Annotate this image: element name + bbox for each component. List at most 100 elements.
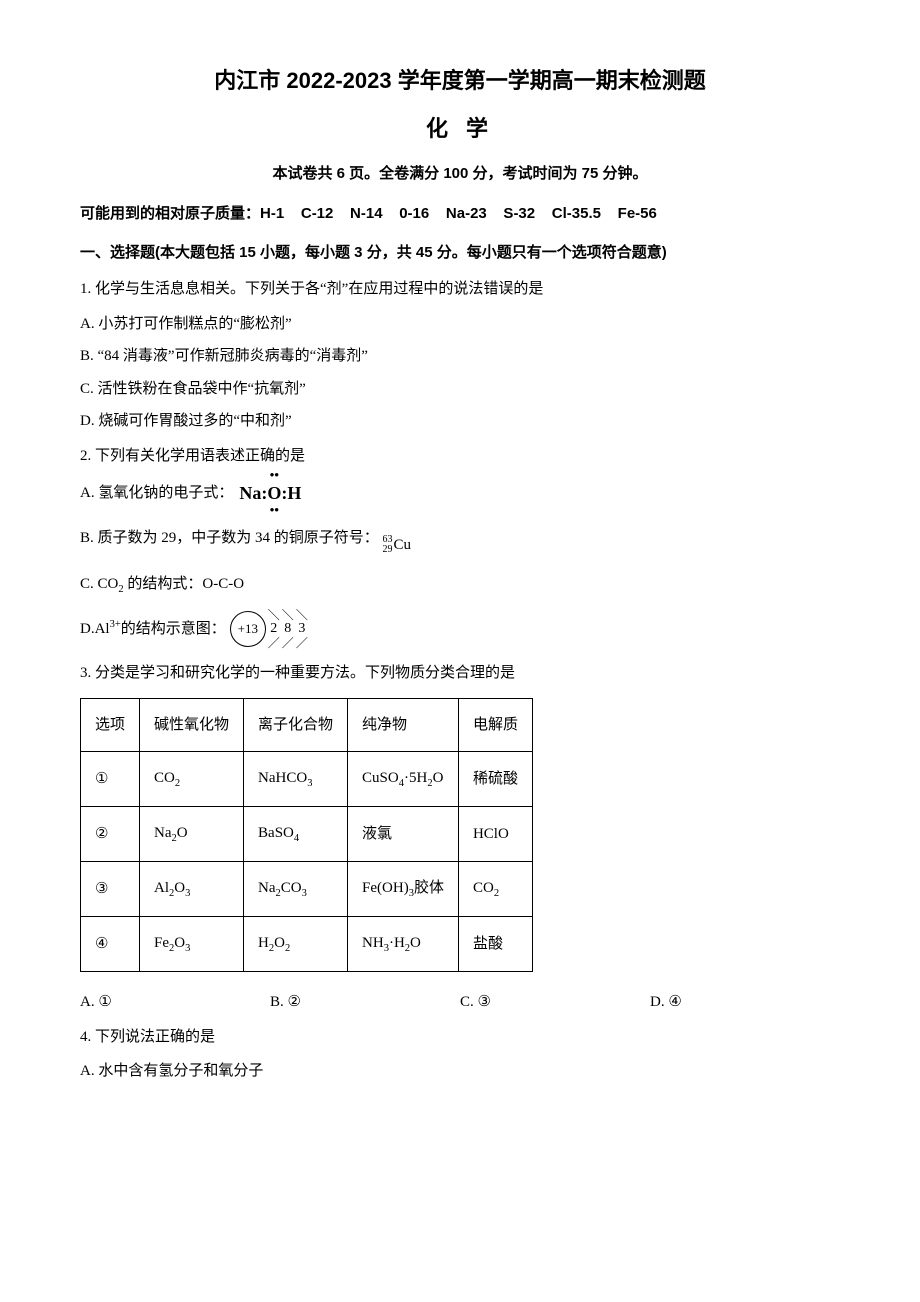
lewis-na: Na	[239, 483, 261, 503]
shell-1-num: 2	[270, 622, 277, 636]
f: O	[177, 825, 188, 841]
q3-choice-a: A. ①	[80, 988, 270, 1017]
q1-opt-d: D. 烧碱可作胃酸过多的“中和剂”	[80, 407, 840, 436]
q4-opt-a: A. 水中含有氢分子和氧分子	[80, 1057, 840, 1086]
atomic-masses: 可能用到的相对原子质量：H-1 C-12 N-14 0-16 Na-23 S-3…	[80, 200, 840, 229]
diagram-shell-1: ＼ 2 ／	[268, 609, 280, 649]
f: CuSO	[362, 770, 399, 786]
opt-circle: ④	[95, 936, 108, 952]
cell: 液氯	[348, 807, 459, 862]
table-row: ① CO2 NaHCO3 CuSO4·5H2O 稀硫酸	[81, 752, 533, 807]
opt-circle: ①	[95, 771, 108, 787]
q2-b-isotope: 63 29 Cu	[383, 531, 412, 560]
th-3: 纯净物	[348, 698, 459, 752]
cell-opt: ②	[81, 807, 140, 862]
q2-b-prefix: B. 质子数为 29，中子数为 34 的铜原子符号：	[80, 530, 379, 546]
atomic-masses-prefix: 可能用到的相对原子质量：	[80, 205, 260, 222]
lewis-dots-bottom: ••	[267, 503, 281, 516]
q2-d-charge: 3+	[110, 619, 121, 630]
q1-stem: 1. 化学与生活息息相关。下列关于各“剂”在应用过程中的说法错误的是	[80, 275, 840, 304]
q2-opt-c: C. CO2 的结构式：O-C-O	[80, 570, 840, 600]
th-0: 选项	[81, 698, 140, 752]
s: 3	[307, 778, 312, 789]
arc-icon: ／	[296, 637, 308, 649]
s: 4	[294, 833, 299, 844]
s: 3	[185, 888, 190, 899]
table-row: ③ Al2O3 Na2CO3 Fe(OH)3胶体 CO2	[81, 862, 533, 917]
atomic-masses-list: H-1 C-12 N-14 0-16 Na-23 S-32 Cl-35.5 Fe…	[260, 205, 657, 222]
q1-opt-a: A. 小苏打可作制糕点的“膨松剂”	[80, 310, 840, 339]
q2-d-rest: 的结构示意图：	[121, 615, 226, 644]
f: O	[433, 770, 444, 786]
cell: NH3·H2O	[348, 917, 459, 972]
f: O	[274, 935, 285, 951]
cell: Fe2O3	[140, 917, 244, 972]
f: 胶体	[414, 880, 444, 896]
cell: H2O2	[244, 917, 348, 972]
cell-opt: ①	[81, 752, 140, 807]
f: CO	[154, 770, 175, 786]
f: CO	[473, 880, 494, 896]
table-row: ② Na2O BaSO4 液氯 HClO	[81, 807, 533, 862]
q2-opt-b: B. 质子数为 29，中子数为 34 的铜原子符号： 63 29 Cu	[80, 524, 840, 559]
q2-d-diagram: +13 ＼ 2 ／ ＼ 8 ／ ＼ 3 ／	[230, 609, 308, 649]
f: BaSO	[258, 825, 294, 841]
table-row: ④ Fe2O3 H2O2 NH3·H2O 盐酸	[81, 917, 533, 972]
title-main: 内江市 2022-2023 学年度第一学期高一期末检测题	[80, 60, 840, 102]
diagram-nucleus: +13	[230, 611, 266, 647]
title-subject: 化 学	[80, 108, 840, 150]
q2-stem: 2. 下列有关化学用语表述正确的是	[80, 442, 840, 471]
f: H	[258, 935, 269, 951]
cell: Al2O3	[140, 862, 244, 917]
cell: CO2	[140, 752, 244, 807]
arc-icon: ／	[282, 637, 294, 649]
f: Na	[258, 880, 276, 896]
table-header-row: 选项 碱性氧化物 离子化合物 纯净物 电解质	[81, 698, 533, 752]
section-1-header: 一、选择题(本大题包括 15 小题，每小题 3 分，共 45 分。每小题只有一个…	[80, 239, 840, 268]
q1-opt-b: B. “84 消毒液”可作新冠肺炎病毒的“消毒剂”	[80, 342, 840, 371]
f: O	[174, 880, 185, 896]
cell: HClO	[458, 807, 532, 862]
diagram-shell-3: ＼ 3 ／	[296, 609, 308, 649]
q2-c-co: CO	[98, 576, 119, 592]
cell: NaHCO3	[244, 752, 348, 807]
q3-choice-d: D. ④	[650, 988, 840, 1017]
cell: 稀硫酸	[458, 752, 532, 807]
f: HClO	[473, 826, 509, 842]
cell: 盐酸	[458, 917, 532, 972]
f: O	[174, 935, 185, 951]
q2-a-lewis: Na: •• O •• :H	[239, 476, 301, 510]
q2-c-rest: 的结构式：O-C-O	[124, 576, 244, 592]
cell-opt: ③	[81, 862, 140, 917]
opt-circle: ③	[95, 881, 108, 897]
diagram-shell-2: ＼ 8 ／	[282, 609, 294, 649]
q2-opt-d: D. Al3+ 的结构示意图： +13 ＼ 2 ／ ＼ 8 ／ ＼ 3 ／	[80, 609, 840, 649]
lewis-h: H	[287, 483, 301, 503]
s: 2	[494, 888, 499, 899]
q2-d-prefix: D.	[80, 615, 95, 644]
s: 2	[175, 778, 180, 789]
arc-icon: ＼	[268, 609, 280, 621]
q3-choice-row: A. ① B. ② C. ③ D. ④	[80, 988, 840, 1017]
q3-stem: 3. 分类是学习和研究化学的一种重要方法。下列物质分类合理的是	[80, 659, 840, 688]
th-4: 电解质	[458, 698, 532, 752]
f: Fe	[154, 935, 169, 951]
q3-choice-c: C. ③	[460, 988, 650, 1017]
cell-opt: ④	[81, 917, 140, 972]
cell: CuSO4·5H2O	[348, 752, 459, 807]
f: ·5H	[404, 770, 427, 786]
cell: Fe(OH)3胶体	[348, 862, 459, 917]
f: NaHCO	[258, 770, 307, 786]
exam-info: 本试卷共 6 页。全卷满分 100 分，考试时间为 75 分钟。	[80, 160, 840, 189]
arc-icon: ／	[268, 637, 280, 649]
f: Fe(OH)	[362, 880, 409, 896]
q3-table: 选项 碱性氧化物 离子化合物 纯净物 电解质 ① CO2 NaHCO3 CuSO…	[80, 698, 533, 972]
q2-a-prefix: A. 氢氧化钠的电子式：	[80, 479, 233, 508]
arc-icon: ＼	[296, 609, 308, 621]
th-2: 离子化合物	[244, 698, 348, 752]
q3-choice-b: B. ②	[270, 988, 460, 1017]
lewis-dots-top: ••	[267, 468, 281, 481]
th-1: 碱性氧化物	[140, 698, 244, 752]
f: NH	[362, 935, 384, 951]
s: 3	[185, 943, 190, 954]
